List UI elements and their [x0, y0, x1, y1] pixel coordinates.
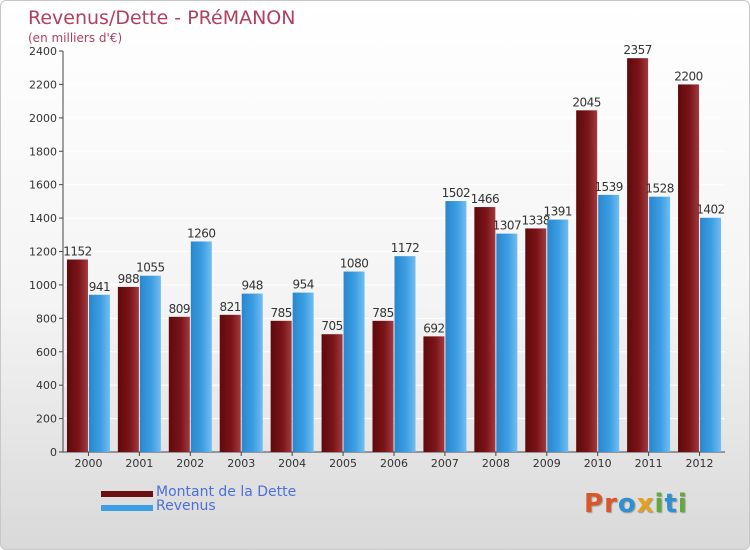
data-label-revenus: 941	[89, 280, 110, 294]
bar-revenus	[547, 219, 569, 452]
bar-dette	[474, 207, 496, 452]
x-tick-label: 2003	[227, 457, 255, 470]
y-tick-label: 1400	[29, 212, 57, 225]
logo-letter: r	[604, 489, 618, 519]
bar-revenus	[496, 233, 518, 452]
data-label-dette: 1466	[471, 192, 500, 206]
proxiti-logo: Proxiti	[584, 489, 688, 519]
logo-letter: x	[636, 489, 655, 519]
y-tick-label: 400	[36, 379, 57, 392]
data-label-dette: 2200	[674, 69, 703, 83]
legend-label-revenus: Revenus	[156, 498, 216, 514]
x-tick-label: 2001	[125, 457, 153, 470]
bar-dette	[423, 336, 445, 452]
bar-revenus	[598, 194, 620, 452]
bar-revenus	[88, 294, 110, 452]
y-tick-label: 2000	[29, 112, 57, 125]
bar-revenus	[649, 196, 671, 452]
x-tick-label: 2005	[329, 457, 357, 470]
bar-dette	[678, 84, 700, 453]
data-label-dette: 821	[220, 300, 241, 314]
data-label-revenus: 1080	[340, 257, 369, 271]
x-tick-label: 2012	[686, 457, 714, 470]
legend-swatch-revenus	[101, 505, 153, 511]
bar-dette	[627, 58, 649, 453]
data-label-revenus: 1172	[391, 241, 420, 255]
data-label-revenus: 1502	[442, 186, 471, 200]
bar-dette	[168, 316, 190, 452]
bar-revenus	[139, 275, 161, 452]
data-label-dette: 1338	[521, 213, 550, 227]
bar-dette	[321, 334, 343, 452]
x-tick-label: 2011	[635, 457, 663, 470]
y-tick-label: 1800	[29, 145, 57, 158]
x-tick-label: 2008	[482, 457, 510, 470]
data-label-dette: 785	[372, 306, 393, 320]
data-label-dette: 2357	[623, 43, 652, 57]
bar-dette	[66, 259, 88, 452]
bar-revenus	[241, 293, 263, 452]
data-label-revenus: 1260	[187, 226, 216, 240]
data-label-revenus: 1539	[594, 180, 623, 194]
bar-revenus	[190, 241, 212, 452]
data-label-revenus: 1307	[493, 219, 522, 233]
data-label-dette: 988	[118, 272, 139, 286]
chart-title: Revenus/Dette - PRéMANON	[28, 7, 296, 29]
y-tick-label: 1600	[29, 179, 57, 192]
logo-letter: t	[664, 489, 678, 519]
bar-dette	[117, 286, 139, 452]
logo-letter: i	[654, 489, 665, 519]
data-label-dette: 692	[423, 321, 444, 335]
legend-swatch-dette	[101, 491, 153, 497]
data-label-dette: 2045	[572, 95, 601, 109]
bar-revenus	[292, 292, 314, 452]
y-tick-label: 0	[50, 446, 57, 459]
logo-letter: i	[677, 489, 688, 519]
y-tick-label: 600	[36, 346, 57, 359]
x-tick-label: 2010	[584, 457, 612, 470]
x-tick-label: 2006	[380, 457, 408, 470]
chart-subtitle: (en milliers d'€)	[28, 31, 123, 45]
y-tick-label: 1000	[29, 279, 57, 292]
x-tick-label: 2009	[533, 457, 561, 470]
x-tick-label: 2000	[74, 457, 102, 470]
x-tick-label: 2004	[278, 457, 306, 470]
y-tick-label: 2400	[29, 45, 57, 58]
logo-letter: P	[584, 489, 605, 519]
bar-revenus	[445, 201, 467, 452]
data-label-dette: 785	[270, 306, 291, 320]
data-label-revenus: 1391	[543, 205, 572, 219]
data-label-dette: 705	[321, 319, 342, 333]
bar-dette	[372, 320, 394, 452]
y-tick-label: 800	[36, 312, 57, 325]
logo-letter: o	[617, 489, 637, 519]
bar-dette	[219, 314, 241, 452]
data-label-revenus: 1528	[645, 182, 674, 196]
legend-label-dette: Montant de la Dette	[156, 484, 297, 500]
data-label-revenus: 1055	[136, 261, 165, 275]
data-label-revenus: 948	[242, 279, 263, 293]
bar-dette	[270, 320, 292, 452]
bar-revenus	[700, 217, 722, 452]
x-tick-label: 2007	[431, 457, 459, 470]
data-label-dette: 809	[169, 302, 190, 316]
y-tick-label: 1200	[29, 246, 57, 259]
y-tick-label: 200	[36, 413, 57, 426]
bar-dette	[576, 110, 598, 453]
bar-revenus	[394, 256, 416, 452]
y-tick-label: 2200	[29, 78, 57, 91]
bar-revenus	[343, 271, 365, 452]
data-label-revenus: 954	[292, 278, 313, 292]
data-label-revenus: 1402	[696, 203, 725, 217]
data-label-dette: 1152	[63, 245, 92, 259]
bar-dette	[525, 228, 547, 452]
x-tick-label: 2002	[176, 457, 204, 470]
